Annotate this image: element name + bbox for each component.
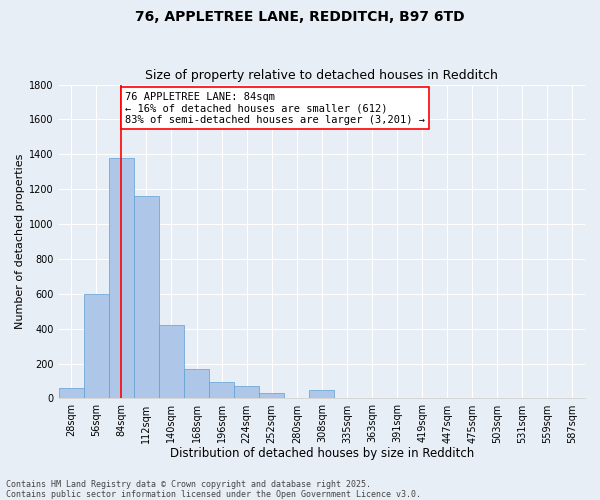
Bar: [109, 158, 134, 398]
Y-axis label: Number of detached properties: Number of detached properties: [15, 154, 25, 329]
Bar: [259, 393, 284, 398]
Text: Contains HM Land Registry data © Crown copyright and database right 2025.
Contai: Contains HM Land Registry data © Crown c…: [6, 480, 421, 499]
Bar: [209, 382, 234, 398]
Bar: [59, 388, 84, 398]
Bar: [234, 386, 259, 398]
Bar: [159, 325, 184, 398]
Text: 76, APPLETREE LANE, REDDITCH, B97 6TD: 76, APPLETREE LANE, REDDITCH, B97 6TD: [135, 10, 465, 24]
Bar: [84, 294, 109, 399]
Bar: [134, 196, 159, 398]
Text: 76 APPLETREE LANE: 84sqm
← 16% of detached houses are smaller (612)
83% of semi-: 76 APPLETREE LANE: 84sqm ← 16% of detach…: [125, 92, 425, 124]
X-axis label: Distribution of detached houses by size in Redditch: Distribution of detached houses by size …: [170, 447, 474, 460]
Bar: [184, 369, 209, 398]
Bar: [309, 390, 334, 398]
Title: Size of property relative to detached houses in Redditch: Size of property relative to detached ho…: [145, 69, 498, 82]
